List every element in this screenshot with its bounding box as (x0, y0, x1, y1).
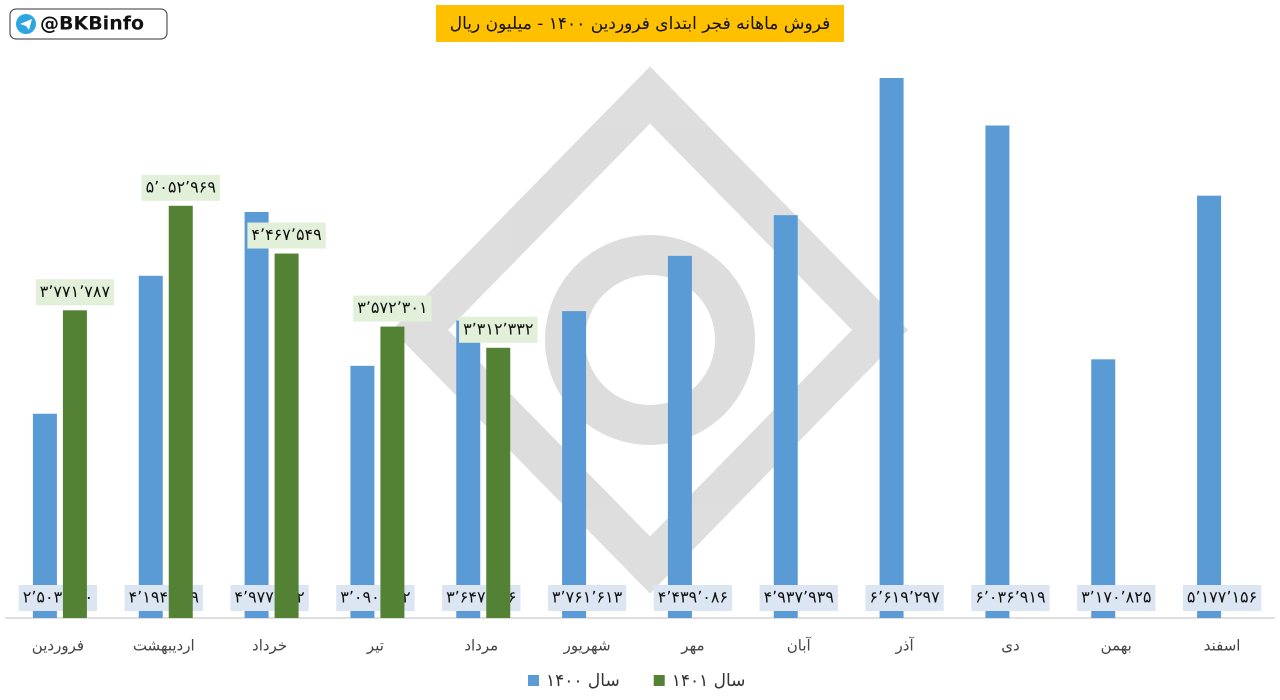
value-label-box (1182, 585, 1262, 611)
bar (380, 326, 405, 618)
value-label-box (1077, 585, 1156, 611)
x-tick-label: آبان (787, 637, 812, 655)
bar (1091, 359, 1116, 618)
value-label-box (759, 585, 838, 611)
value-label: ۵٬۱۷۷٬۱۵۶ (1187, 588, 1257, 607)
x-tick-label: بهمن (1101, 637, 1132, 655)
x-tick-label: آذر (895, 637, 915, 655)
value-label-box (459, 316, 538, 343)
value-label: ۴٬۴۶۷٬۵۴۹ (251, 225, 321, 244)
bar (486, 347, 511, 618)
value-label: ۴٬۴۳۹٬۰۸۶ (658, 588, 728, 607)
x-tick-label: مرداد (464, 637, 498, 655)
value-label: ۴٬۹۳۷٬۹۳۹ (764, 588, 834, 607)
bar (879, 78, 904, 618)
value-label: ۵٬۰۵۲٬۹۶۹ (146, 177, 216, 196)
bar (62, 310, 87, 618)
x-tick-label: شهریور (563, 637, 611, 655)
value-label-box (35, 279, 115, 306)
x-tick-label: اردیبهشت (133, 637, 195, 655)
value-label-box (971, 585, 1050, 611)
value-label: ۳٬۱۷۰٬۸۲۵ (1081, 588, 1151, 607)
value-label-box (141, 174, 220, 201)
value-label-box (247, 222, 326, 249)
value-label: ۳٬۵۷۲٬۳۰۱ (357, 298, 427, 317)
bar (274, 253, 299, 618)
badge-text: @BKBinfo (40, 13, 144, 35)
x-tick-label: فروردین (32, 637, 84, 655)
value-label: ۳٬۷۷۱٬۷۸۷ (40, 282, 111, 301)
value-label: ۳٬۷۶۱٬۶۱۳ (552, 588, 623, 607)
bar (168, 205, 193, 618)
value-label: ۶٬۶۱۹٬۲۹۷ (869, 588, 940, 607)
bar (667, 255, 692, 618)
x-tick-label: اسفند (1204, 637, 1241, 655)
bar (350, 365, 375, 618)
bar (32, 413, 57, 618)
title-box (436, 5, 844, 42)
chart-title: فروش ماهانه فجر ابتدای فروردین ۱۴۰۰ - می… (450, 14, 831, 34)
x-tick-label: خرداد (252, 637, 287, 655)
x-tick-label: دی (1001, 637, 1019, 655)
badge-icon-plane (20, 19, 32, 30)
value-label-box (653, 585, 733, 611)
bar (138, 275, 163, 618)
value-label: ۳٬۳۱۲٬۳۳۲ (463, 319, 533, 338)
legend-label: سال ۱۴۰۱ (672, 671, 746, 691)
legend-swatch (528, 675, 539, 686)
value-label: ۶٬۰۳۶٬۹۱۹ (975, 588, 1045, 607)
bar (456, 320, 481, 618)
x-tick-label: تیر (366, 637, 384, 655)
value-label-box (353, 295, 432, 322)
value-label-box (547, 585, 627, 611)
legend-swatch (653, 675, 665, 686)
bar (985, 125, 1010, 619)
bar (773, 215, 798, 618)
bar (244, 211, 269, 618)
bar (1197, 195, 1222, 619)
badge-box (9, 8, 168, 40)
x-tick-label: مهر (680, 637, 704, 655)
bar (562, 311, 587, 618)
legend-label: سال ۱۴۰۰ (546, 671, 620, 691)
value-label-box (865, 585, 944, 611)
